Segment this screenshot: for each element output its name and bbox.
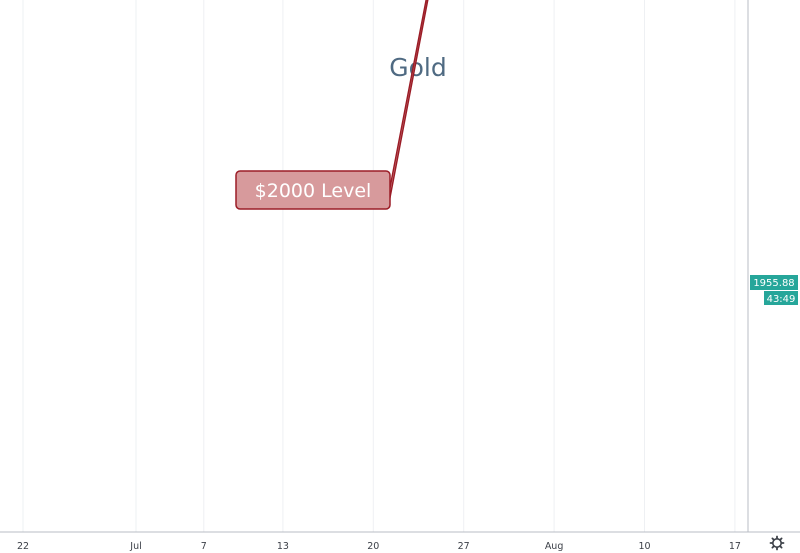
last-price-tag: 1955.88 43:49	[750, 275, 798, 305]
annotation-label: $2000 Level	[255, 180, 372, 202]
annotation-callout[interactable]: $2000 Level	[235, 0, 639, 210]
price-axis[interactable]: 1680.001720.001760.001800.001840.001880.…	[747, 0, 797, 532]
x-tick-label: Aug	[545, 541, 564, 552]
x-tick-label: Jul	[129, 541, 141, 552]
annotation-box	[235, 170, 391, 210]
x-tick-label: 10	[638, 541, 650, 552]
grid-lines	[22, 0, 736, 532]
time-axis[interactable]: 22 Jul 7 13 20 27 Aug 10 17	[0, 531, 800, 552]
last-price-label: 1955.88	[753, 278, 794, 289]
x-tick-label: 20	[367, 541, 379, 552]
chart-title: Gold	[389, 53, 446, 82]
x-tick-label: 22	[17, 541, 29, 552]
x-tick-label: 7	[201, 541, 207, 552]
x-tick-label: 17	[729, 541, 741, 552]
x-tick-label: 27	[458, 541, 470, 552]
settings-gear-icon[interactable]	[769, 535, 785, 551]
countdown-label: 43:49	[767, 294, 796, 305]
x-tick-label: 13	[277, 541, 289, 552]
